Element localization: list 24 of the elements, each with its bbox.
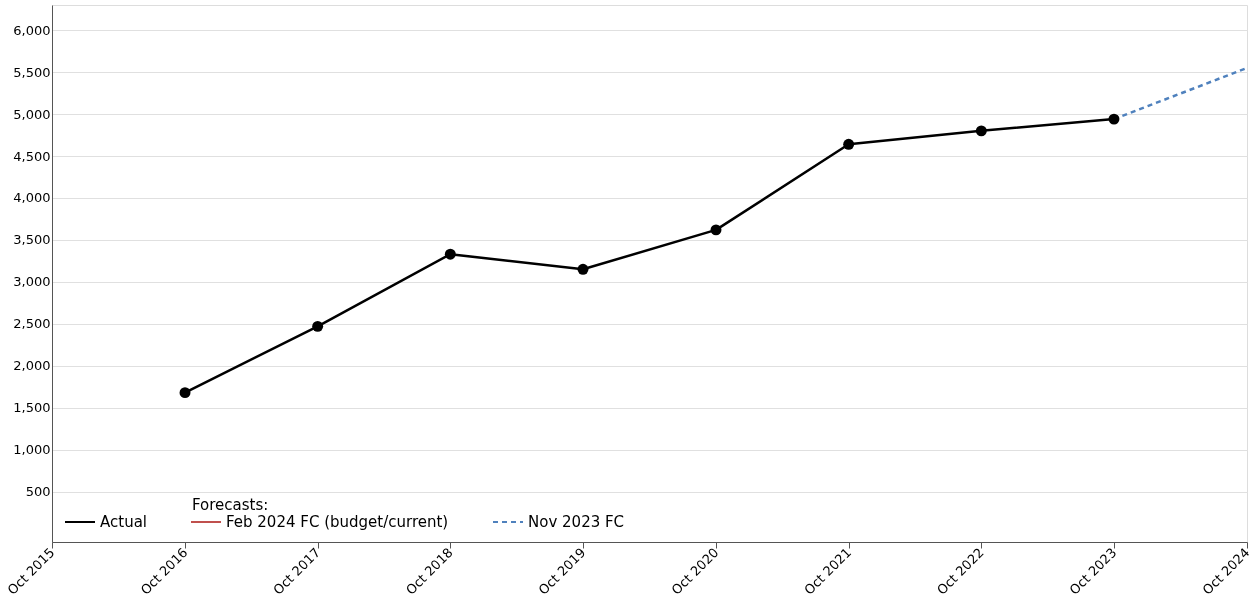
y-tick-label: 5,000 — [13, 106, 51, 122]
y-tick-label: 3,500 — [13, 232, 51, 248]
y-tick-label: 1,500 — [13, 400, 51, 416]
legend-label: Feb 2024 FC (budget/current) — [226, 513, 449, 531]
y-tick-label: 2,500 — [13, 316, 51, 332]
point — [312, 320, 324, 332]
y-tick-label: 1,000 — [13, 442, 51, 458]
legend-label: Nov 2023 FC — [528, 513, 625, 531]
y-tick-label: 2,000 — [13, 358, 51, 374]
y-tick-label: 5,500 — [13, 64, 51, 80]
point — [577, 263, 589, 275]
y-tick-label: 500 — [25, 484, 51, 500]
point — [179, 387, 191, 399]
y-tick-label: 3,000 — [13, 274, 51, 290]
point — [444, 248, 456, 260]
y-tick-label: 6,000 — [13, 22, 51, 38]
point — [975, 125, 987, 137]
point — [710, 224, 722, 236]
point — [843, 138, 855, 150]
annotation: Forecasts: — [192, 496, 269, 514]
legend-label: Actual — [100, 513, 147, 531]
y-tick-label: 4,500 — [13, 148, 51, 164]
y-tick-label: 4,000 — [13, 190, 51, 206]
point — [1108, 113, 1120, 125]
